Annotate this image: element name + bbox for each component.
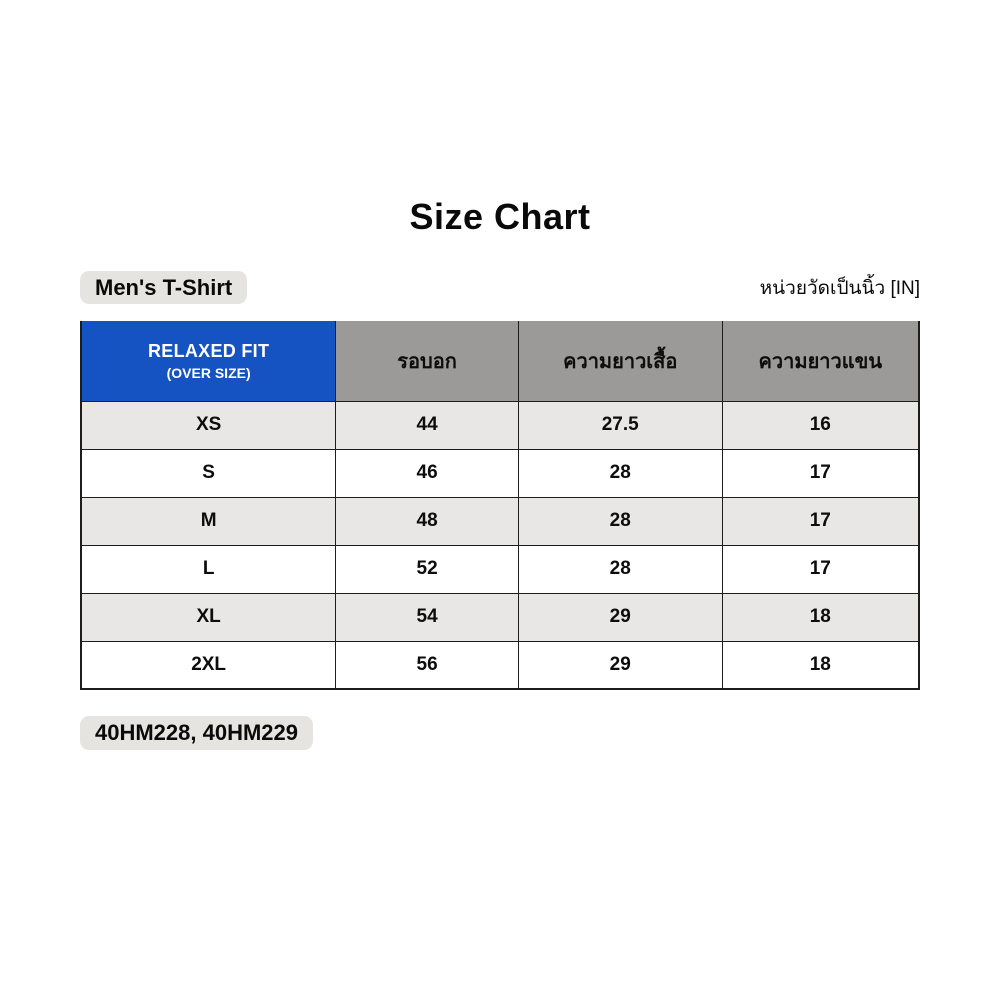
product-codes-pill: 40HM228, 40HM229 bbox=[80, 716, 314, 750]
header-row: RELAXED FIT (OVER SIZE) รอบอก ความยาวเสื… bbox=[80, 321, 920, 402]
fit-header-subtitle: (OVER SIZE) bbox=[166, 365, 251, 382]
table-row-m: M 48 28 17 bbox=[80, 496, 920, 546]
size-table: RELAXED FIT (OVER SIZE) รอบอก ความยาวเสื… bbox=[80, 321, 920, 691]
chest-cell: 48 bbox=[335, 496, 519, 546]
sleeve-cell: 17 bbox=[721, 496, 920, 546]
chest-cell: 52 bbox=[335, 544, 519, 594]
size-cell: XS bbox=[80, 400, 337, 450]
table-row-2xl: 2XL 56 29 18 bbox=[80, 640, 920, 690]
length-cell: 28 bbox=[517, 448, 723, 498]
size-cell: 2XL bbox=[80, 640, 337, 690]
table-row-s: S 46 28 17 bbox=[80, 448, 920, 498]
sleeve-cell: 16 bbox=[721, 400, 920, 450]
length-cell: 29 bbox=[517, 592, 723, 642]
length-cell: 28 bbox=[517, 496, 723, 546]
table-row-l: L 52 28 17 bbox=[80, 544, 920, 594]
sleeve-cell: 18 bbox=[721, 640, 920, 690]
sleeve-cell: 17 bbox=[721, 448, 920, 498]
subheader-row: Men's T-Shirt หน่วยวัดเป็นนิ้ว [IN] bbox=[80, 271, 920, 305]
content-area: Size Chart Men's T-Shirt หน่วยวัดเป็นนิ้… bbox=[80, 0, 920, 750]
size-table-body: XS 44 27.5 16 S 46 28 17 M 48 28 17 bbox=[80, 400, 920, 690]
footer-codes-row: 40HM228, 40HM229 bbox=[80, 716, 920, 750]
size-cell: XL bbox=[80, 592, 337, 642]
column-header-sleeve: ความยาวแขน bbox=[721, 321, 920, 402]
sleeve-cell: 17 bbox=[721, 544, 920, 594]
chest-cell: 44 bbox=[335, 400, 519, 450]
fit-header-cell: RELAXED FIT (OVER SIZE) bbox=[80, 321, 337, 402]
size-cell: L bbox=[80, 544, 337, 594]
chest-cell: 46 bbox=[335, 448, 519, 498]
column-header-length: ความยาวเสื้อ bbox=[517, 321, 723, 402]
size-cell: M bbox=[80, 496, 337, 546]
size-cell: S bbox=[80, 448, 337, 498]
length-cell: 28 bbox=[517, 544, 723, 594]
length-cell: 29 bbox=[517, 640, 723, 690]
chest-cell: 56 bbox=[335, 640, 519, 690]
column-header-chest: รอบอก bbox=[335, 321, 519, 402]
fit-header-title: RELAXED FIT bbox=[147, 341, 270, 362]
page-title: Size Chart bbox=[409, 196, 591, 237]
chest-cell: 54 bbox=[335, 592, 519, 642]
length-cell: 27.5 bbox=[517, 400, 723, 450]
category-pill: Men's T-Shirt bbox=[80, 271, 248, 305]
table-row-xl: XL 54 29 18 bbox=[80, 592, 920, 642]
unit-note: หน่วยวัดเป็นนิ้ว [IN] bbox=[759, 277, 920, 299]
sleeve-cell: 18 bbox=[721, 592, 920, 642]
table-row-xs: XS 44 27.5 16 bbox=[80, 400, 920, 450]
size-table-header: RELAXED FIT (OVER SIZE) รอบอก ความยาวเสื… bbox=[80, 321, 920, 402]
